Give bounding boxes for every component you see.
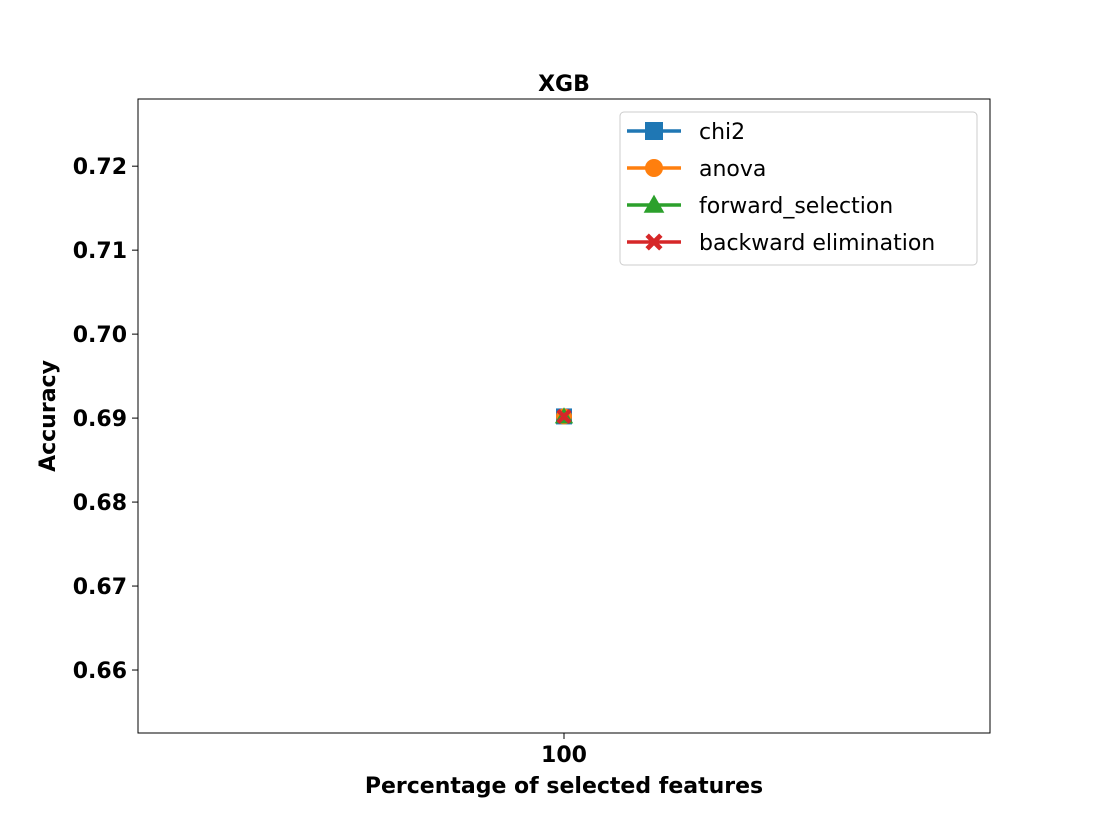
y-axis-ticks: 0.66 0.67 0.68 0.69 0.70 0.71 0.72 (73, 155, 138, 684)
plot-marks (554, 407, 574, 425)
y-tick-label: 0.69 (73, 407, 127, 432)
legend-marker (643, 194, 665, 213)
y-tick-label: 0.70 (73, 323, 127, 348)
plot-frame (137, 98, 991, 734)
legend-label: anova (699, 157, 766, 182)
legend: chi2 anova forward_selection backward elimi… (619, 111, 978, 266)
y-tick-label: 0.67 (73, 575, 127, 600)
y-axis-title: Accuracy (36, 360, 61, 472)
legend-label: backward elimination (699, 231, 935, 256)
legend-entry: anova (627, 157, 766, 182)
x-axis-ticks: 100 (541, 733, 587, 768)
legend-marker (645, 233, 663, 251)
chart-title: XGB (538, 72, 590, 97)
data-point (556, 408, 572, 425)
legend-entry: chi2 (627, 120, 745, 145)
legend-marker (645, 122, 663, 140)
legend-entry: backward elimination (627, 231, 935, 256)
legend-box (619, 111, 978, 266)
legend-label: forward_selection (699, 194, 893, 219)
legend-label: chi2 (699, 120, 745, 145)
legend-entry: forward_selection (627, 194, 893, 219)
x-axis-title: Percentage of selected features (365, 774, 763, 799)
x-tick-label: 100 (541, 743, 587, 768)
y-tick-label: 0.66 (73, 659, 127, 684)
legend-marker (645, 159, 663, 177)
series-backward-elimination (556, 408, 572, 425)
y-tick-label: 0.72 (73, 155, 127, 180)
y-tick-label: 0.68 (73, 491, 127, 516)
y-tick-label: 0.71 (73, 239, 127, 264)
